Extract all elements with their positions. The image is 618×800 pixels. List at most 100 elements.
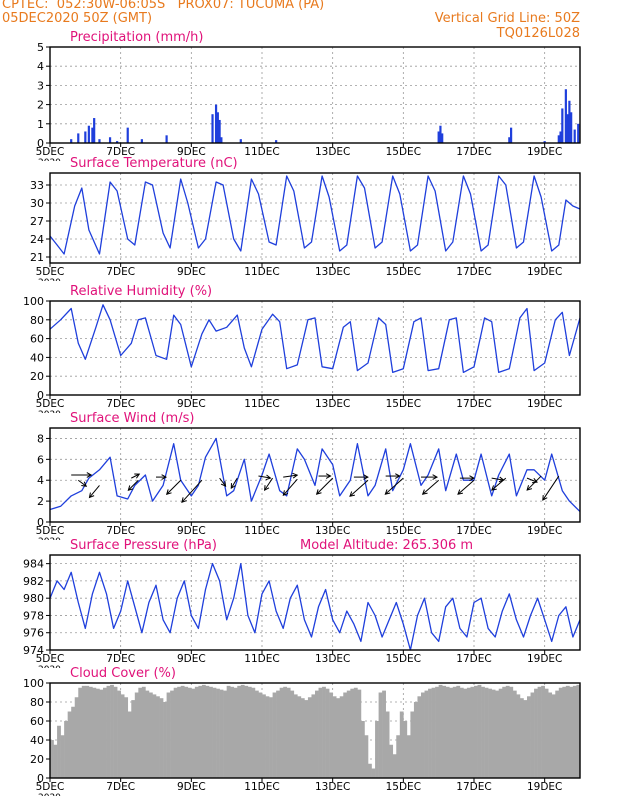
cloud-bar	[240, 684, 245, 778]
cloud-bar	[300, 698, 305, 778]
y-tick-label: 1	[37, 118, 44, 131]
cloud-bar	[519, 698, 524, 778]
cloud-bar	[57, 725, 61, 778]
wind-arrow-head	[230, 483, 236, 490]
cloud-bar	[85, 685, 90, 778]
precip-bar	[239, 139, 242, 143]
precip-bar	[108, 137, 112, 143]
wind-arrow-shaft	[127, 479, 139, 491]
precip-bar	[70, 139, 73, 143]
wind-arrow-shaft	[258, 475, 271, 479]
cloud-bar	[117, 690, 121, 778]
x-tick-label: 15DEC	[386, 781, 421, 793]
cloud-bar	[53, 744, 58, 778]
cloud-bar	[233, 687, 238, 778]
cloud-bar	[364, 735, 369, 778]
cloud-bar	[113, 686, 118, 778]
cloud-bar	[265, 696, 270, 778]
x-tick-label: 5DEC	[36, 398, 65, 410]
cloud-bar	[187, 687, 192, 778]
cloud-bar	[272, 692, 277, 778]
plot-frame	[49, 682, 581, 779]
cloud-bar	[537, 686, 542, 778]
cloud-bar	[544, 688, 549, 778]
precip-bar	[87, 125, 90, 143]
cloud-bar	[145, 690, 150, 778]
panel-5: 974 976 978 980 982 984 5DEC 7DEC 9DEC 11DEC 13DEC…	[23, 538, 581, 668]
precip-bar	[126, 127, 129, 143]
plot-frame	[49, 300, 581, 396]
x-tick-label: 19DEC	[527, 653, 562, 665]
x-tick-label: 17DEC	[456, 266, 491, 278]
x-tick-label: 9DEC	[177, 781, 206, 793]
wind-arrow-head	[127, 485, 134, 491]
x-tick-label: 17DEC	[456, 653, 491, 665]
cloud-bar	[378, 692, 383, 778]
wind-arrow-head	[526, 485, 533, 491]
wind-arrow-shaft	[219, 477, 227, 487]
cloud-bar	[495, 690, 500, 778]
x-tick-label: 9DEC	[177, 266, 206, 278]
wind-arrow-shaft	[77, 479, 87, 487]
cloud-bar	[92, 687, 97, 778]
x-tick-label: 15DEC	[386, 653, 421, 665]
y-tick-label: 27	[30, 215, 44, 228]
x-tick-label: 13DEC	[315, 398, 350, 410]
cloud-bar	[442, 685, 447, 778]
wind-arrow-shaft	[457, 479, 475, 495]
x-tick-label: 17DEC	[456, 398, 491, 410]
wind-arrow-head	[81, 481, 88, 487]
panel-title: Surface Temperature (nC)	[70, 156, 238, 171]
header-date: 05DEC2020 50Z (GMT)	[2, 11, 153, 26]
precip-bar	[437, 131, 440, 143]
wind-arrow-head	[421, 489, 428, 495]
cloud-bar	[488, 688, 492, 778]
cloud-bar	[576, 684, 581, 778]
cloud-bar	[382, 690, 386, 778]
header-line1: CPTEC: 052:30W-06:05S PROX07: TUCUMA (PA…	[2, 0, 325, 12]
y-tick-label: 60	[30, 715, 44, 728]
cloud-bar	[353, 687, 358, 778]
y-tick-label: 8	[37, 432, 44, 445]
cloud-bar	[392, 754, 397, 778]
x-tick-label: 13DEC	[315, 525, 350, 537]
wind-arrow-head	[325, 473, 332, 479]
wind-arrow-shaft	[282, 478, 298, 496]
cloud-bar	[428, 688, 432, 778]
cloud-bar	[279, 687, 284, 778]
precip-bar	[573, 129, 576, 143]
cloud-bar	[481, 686, 485, 778]
cloud-bar	[315, 690, 319, 778]
cloud-bar	[346, 690, 351, 778]
precip-bar	[566, 114, 569, 143]
cloud-bar	[219, 689, 224, 778]
x-tick-label: 13DEC	[315, 146, 350, 158]
precip-bar	[441, 133, 444, 143]
precip-bar	[439, 125, 442, 143]
x-year-label: 2020	[38, 278, 61, 288]
panel-title: Relative Humidity (%)	[70, 284, 212, 299]
cloud-bar	[558, 687, 563, 778]
y-tick-label: 4	[37, 474, 44, 487]
y-tick-label: 20	[30, 753, 44, 766]
wind-arrow-head	[542, 495, 548, 501]
x-tick-label: 7DEC	[106, 781, 135, 793]
cloud-bar	[456, 685, 461, 778]
cloud-bar	[318, 687, 323, 778]
cloud-bar	[339, 696, 344, 778]
header-grid-note: Vertical Grid Line: 50Z	[434, 11, 580, 26]
cloud-bar	[474, 685, 478, 778]
cloud-bar	[516, 694, 521, 778]
x-tick-label: 7DEC	[106, 398, 135, 410]
cloud-bar	[343, 692, 348, 778]
cloud-bar	[523, 700, 528, 778]
y-tick-label: 100	[23, 295, 44, 308]
cloud-bar	[332, 696, 337, 778]
precip-bar	[218, 119, 221, 143]
cloud-bar	[191, 688, 196, 778]
x-tick-label: 15DEC	[386, 266, 421, 278]
plot-frame	[49, 46, 581, 144]
cloud-bar	[141, 686, 146, 778]
panel-4: 0 2 4 6 8 5DEC 7DEC 9DEC 11DEC 13DEC 15DEC 17DEC 19D…	[36, 411, 581, 540]
cloud-bar	[134, 692, 139, 778]
